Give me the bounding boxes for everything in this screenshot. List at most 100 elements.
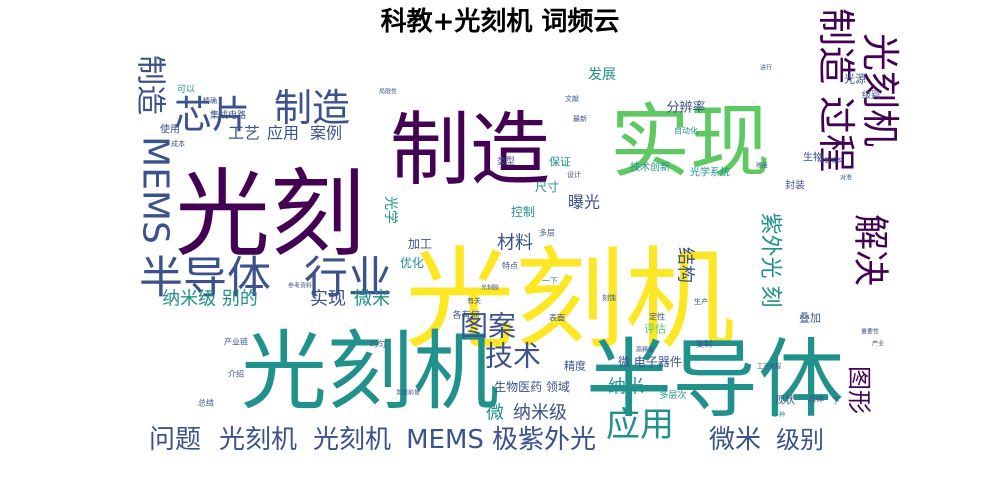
word-71: 复制 [696,339,712,349]
word-28: 工艺 [228,124,260,143]
word-76: 一下 [542,277,558,286]
word-68: 特点 [502,261,518,271]
word-88: 生产 [694,297,708,306]
word-50: 评估 [644,323,666,336]
word-59: 生物 [803,151,823,164]
word-3: 光刻 [175,160,365,270]
word-16: 应用 [606,405,674,445]
word-56: 光源 [844,72,866,86]
word-61: 可以 [177,84,195,95]
word-77: 具体 [808,394,824,404]
word-42: 光学 [382,196,398,224]
word-19: 光刻机 [219,425,297,455]
word-67: 多层 [539,228,555,238]
word-0: 光刻机 [405,236,735,364]
word-83: 高精度 [636,346,654,354]
word-60: 使用 [160,123,180,136]
word-14: 制造 [133,55,168,115]
word-58: 现状 [775,394,795,407]
word-79: 设计 [567,170,581,179]
word-1: 光刻机 [241,322,499,422]
word-12: 光刻机 [858,33,902,147]
word-74: 均匀 [370,339,386,349]
word-35: 微 [486,403,504,424]
word-55: 封装 [785,179,805,192]
word-9: 制造 [274,86,350,130]
word-84: 重要性 [861,328,879,336]
word-90: 参考资料 [288,282,312,290]
word-15: 图案 [460,310,516,343]
word-47: 微 电子器件 [618,355,682,369]
word-30: 案例 [310,124,342,143]
word-40: 分辨率 [666,100,705,116]
word-85: 有关 [467,296,481,305]
word-86: 刻蚀 [602,293,616,302]
word-31: 纳米级 别的 [162,289,258,310]
word-48: 生物医药 领域 [494,380,570,394]
word-97: 多种 [773,411,785,419]
word-46: 优化 [400,256,424,270]
word-32: 实现 [310,289,346,310]
word-41: 发展 [588,67,616,83]
word-78: 下 [832,397,840,406]
word-33: 微米 [354,289,390,310]
word-26: 图形 [845,366,873,414]
word-73: 介绍 [228,369,244,379]
word-5: 实现 [610,96,770,189]
word-44: 尺寸 [535,180,559,194]
word-98: 最新 [573,114,587,123]
word-70: 定性 [649,312,665,322]
word-51: 叠加 [799,312,821,325]
word-39: 曝光 [568,193,600,212]
word-95: 降低成本 [818,157,842,165]
word-8: 芯片 [174,93,250,137]
word-91: 进行 [760,64,772,72]
word-52: 保证 [549,155,571,169]
word-27: 紫外光 刻 [758,213,783,308]
word-17: 技术 [485,340,541,373]
word-66: 自动化 [674,126,698,136]
word-62: 集成电路 [210,109,246,121]
word-10: MEMS [135,136,176,244]
word-24: 微米 [709,425,761,455]
word-25: 级别 [776,426,824,454]
word-37: 纳米 [608,377,644,398]
word-49: 精度 [564,359,586,373]
word-96: 工艺流程 [757,363,781,371]
word-92: 产业 [872,340,884,348]
word-99: 难度 [756,162,768,170]
word-54: 光学系统 [690,166,730,179]
word-81: 精确 [203,96,217,105]
word-94: 光刻胶 [481,284,499,292]
word-7: 行业 [304,253,392,304]
word-89: 文献 [565,94,579,103]
word-72: 总结 [198,398,214,408]
word-63: 类型 [497,155,515,167]
word-65: 多层次 [659,389,686,401]
word-53: 技术创新 [630,161,670,174]
word-21: MEMS [406,425,484,455]
word-75: 产业链 [224,337,248,347]
word-45: 加工 [408,237,432,251]
word-38: 结构 [675,247,696,283]
word-80: 成本 [171,139,185,148]
word-93: 局限性 [379,88,397,96]
word-11: 制造 过程 [814,8,858,172]
word-57: 级别 [862,89,880,101]
word-13: 解决 [850,214,891,286]
word-23: 紫外光 [518,425,596,455]
word-34: 材料 [497,233,533,254]
word-2: 半导体 [586,330,844,430]
word-29: 应用 [267,124,299,143]
word-43: 控制 [511,205,535,219]
word-22: 极 [492,425,518,455]
word-69: 表面 [549,313,565,323]
word-4: 制造 [390,104,550,197]
word-20: 光刻机 [313,425,391,455]
word-82: 发展前景 [396,389,420,397]
word-87: 对准 [840,174,852,182]
word-36: 纳米级 [513,403,567,424]
word-64: 各有何 [452,309,479,321]
